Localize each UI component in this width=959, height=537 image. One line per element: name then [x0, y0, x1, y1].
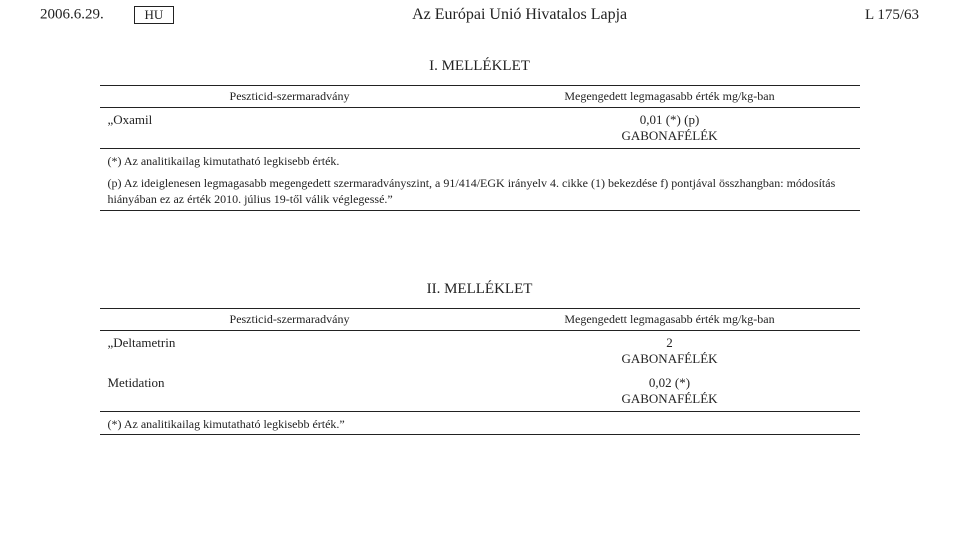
- annex2-row1-value-line2: GABONAFÉLÉK: [488, 391, 852, 407]
- table-row: Metidation 0,02 (*) GABONAFÉLÉK: [100, 371, 860, 412]
- annex2-header-row: Peszticid-szermaradvány Megengedett legm…: [100, 308, 860, 330]
- annex1-footnote-2: (p) Az ideiglenesen legmagasabb megenged…: [100, 171, 860, 209]
- annex1-row0-substance: „Oxamil: [100, 108, 480, 149]
- annex2-footnotes: (*) Az analitikailag kimutatható legkise…: [100, 412, 860, 435]
- annex2-footnote-1: (*) Az analitikailag kimutatható legkise…: [100, 412, 860, 434]
- annex2-title: II. MELLÉKLET: [40, 281, 919, 298]
- annex2-row1-value-line1: 0,02 (*): [488, 375, 852, 391]
- header-left: 2006.6.29. HU: [40, 6, 174, 24]
- annex1-footnotes: (*) Az analitikailag kimutatható legkise…: [100, 149, 860, 211]
- annex2-row0-value: 2 GABONAFÉLÉK: [480, 330, 860, 371]
- annex1-title: I. MELLÉKLET: [40, 58, 919, 75]
- annex2-col2-header: Megengedett legmagasabb érték mg/kg-ban: [480, 308, 860, 330]
- annex2-row0-value-line1: 2: [488, 335, 852, 351]
- table-row: „Deltametrin 2 GABONAFÉLÉK: [100, 330, 860, 371]
- annex1-row0-value-line2: GABONAFÉLÉK: [488, 128, 852, 144]
- annex1-header-row: Peszticid-szermaradvány Megengedett legm…: [100, 86, 860, 108]
- running-header: 2006.6.29. HU Az Európai Unió Hivatalos …: [40, 0, 919, 30]
- annex2-row0-value-line2: GABONAFÉLÉK: [488, 351, 852, 367]
- table-row: „Oxamil 0,01 (*) (p) GABONAFÉLÉK: [100, 108, 860, 149]
- header-date: 2006.6.29.: [40, 6, 104, 22]
- header-page-ref: L 175/63: [865, 7, 919, 24]
- annex2-row0-substance: „Deltametrin: [100, 330, 480, 371]
- annex1-table: Peszticid-szermaradvány Megengedett legm…: [100, 85, 860, 149]
- header-journal-title: Az Európai Unió Hivatalos Lapja: [174, 6, 865, 24]
- annex1-footnote-1: (*) Az analitikailag kimutatható legkise…: [100, 149, 860, 171]
- annex2-table: Peszticid-szermaradvány Megengedett legm…: [100, 308, 860, 412]
- annex1-col2-header: Megengedett legmagasabb érték mg/kg-ban: [480, 86, 860, 108]
- annex2-row1-substance: Metidation: [100, 371, 480, 412]
- annex2-row1-value: 0,02 (*) GABONAFÉLÉK: [480, 371, 860, 412]
- annex1-row0-value: 0,01 (*) (p) GABONAFÉLÉK: [480, 108, 860, 149]
- annex1-col1-header: Peszticid-szermaradvány: [100, 86, 480, 108]
- annex1-row0-value-line1: 0,01 (*) (p): [488, 112, 852, 128]
- page: 2006.6.29. HU Az Európai Unió Hivatalos …: [0, 0, 959, 537]
- annex2-col1-header: Peszticid-szermaradvány: [100, 308, 480, 330]
- language-box: HU: [134, 6, 175, 24]
